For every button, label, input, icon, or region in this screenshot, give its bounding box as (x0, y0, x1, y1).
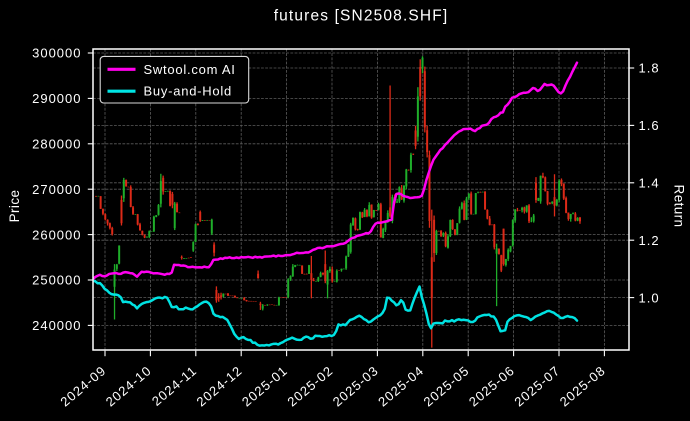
svg-text:1.8: 1.8 (639, 61, 660, 76)
svg-text:1.0: 1.0 (639, 290, 660, 305)
svg-text:290000: 290000 (32, 91, 81, 106)
svg-text:280000: 280000 (32, 137, 81, 152)
svg-text:Buy-and-Hold: Buy-and-Hold (144, 84, 233, 99)
svg-text:Price: Price (7, 190, 22, 223)
svg-text:240000: 240000 (32, 318, 81, 333)
svg-text:1.4: 1.4 (639, 176, 660, 191)
svg-text:270000: 270000 (32, 182, 81, 197)
svg-text:1.2: 1.2 (639, 233, 660, 248)
svg-text:1.6: 1.6 (639, 118, 660, 133)
svg-text:260000: 260000 (32, 227, 81, 242)
svg-text:Return: Return (672, 185, 687, 228)
svg-text:futures [SN2508.SHF]: futures [SN2508.SHF] (274, 8, 449, 25)
svg-text:250000: 250000 (32, 273, 81, 288)
svg-text:Swtool.com AI: Swtool.com AI (144, 62, 236, 77)
svg-text:300000: 300000 (32, 46, 81, 61)
